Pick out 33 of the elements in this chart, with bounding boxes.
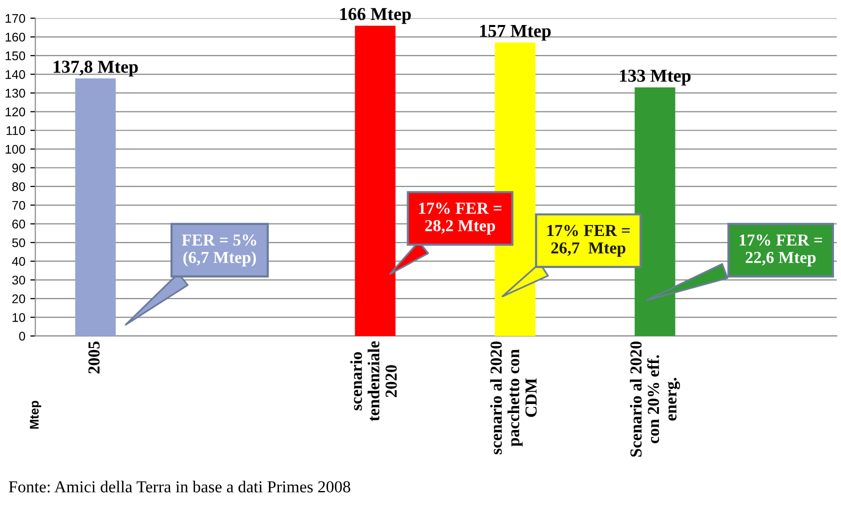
y-tick-label: 150 <box>6 51 26 60</box>
y-tick-label: 90 <box>12 164 26 172</box>
y-tick-label: 130 <box>6 88 26 98</box>
y-tick-label: 10 <box>12 313 26 322</box>
annotation: 17% FER = 26,7 Mtep <box>547 224 630 257</box>
x-tick-label: scenario al 2020 pacchetto con CDM <box>490 341 537 454</box>
y-tick-label: 160 <box>6 32 26 42</box>
data-label: 133 Mtep <box>620 70 691 86</box>
x-tick-label: Scenario al 2020 con 20% eff. energ. <box>630 341 680 457</box>
y-tick-label: 0 <box>19 332 26 341</box>
y-tick-label: 70 <box>12 200 26 210</box>
source-note: Fonte: Amici della Terra in base a dati Primes 2008 <box>8 480 350 493</box>
annotation: 17% FER = 28,2 Mtep <box>419 202 502 235</box>
y-tick-label: 100 <box>6 144 26 154</box>
y-tick-label: 30 <box>12 276 26 285</box>
y-tick-label: 20 <box>12 294 26 304</box>
annotation: FER = 5% (6,7 Mtep) <box>182 234 256 266</box>
data-label: 137,8 Mtep <box>54 60 138 77</box>
x-tick-label: 2005 <box>88 341 100 374</box>
y-tick-label: 50 <box>12 238 26 248</box>
bar <box>75 78 116 336</box>
y-tick-label: 140 <box>6 70 26 79</box>
data-label: 157 Mtep <box>480 24 551 41</box>
y-axis-title: Mtep <box>30 400 42 429</box>
y-tick-label: 80 <box>12 182 26 192</box>
y-tick-label: 170 <box>6 14 26 23</box>
x-tick-label: scenario tendenziale 2020 <box>350 341 397 422</box>
data-label: 166 Mtep <box>340 8 411 24</box>
y-tick-label: 60 <box>12 220 26 228</box>
y-tick-label: 40 <box>12 257 26 266</box>
y-tick-label: 110 <box>6 126 26 136</box>
y-tick-label: 120 <box>6 107 26 116</box>
annotation: 17% FER = 22,6 Mtep <box>740 234 822 266</box>
